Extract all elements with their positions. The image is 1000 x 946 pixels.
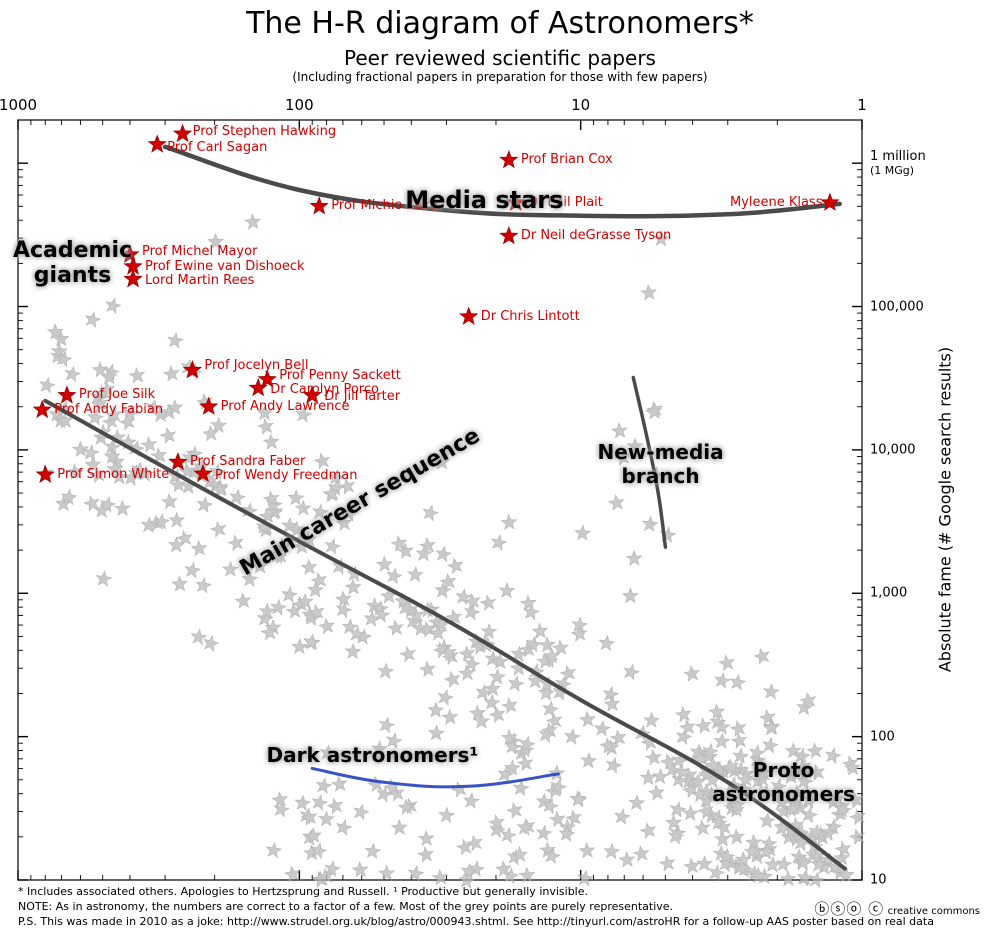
named-label: Prof Stephen Hawking: [193, 124, 337, 139]
star-prof-michio-kaku: [311, 197, 328, 213]
footnote-3: P.S. This was made in 2010 as a joke: ht…: [18, 915, 934, 928]
cc-text: creative commons: [888, 906, 980, 917]
named-label: Prof Joe Silk: [79, 387, 155, 402]
star-prof-simon-white: [37, 466, 54, 482]
star-prof-brian-cox: [500, 151, 517, 167]
named-stars: [34, 125, 839, 482]
named-label: Prof Wendy Freedman: [215, 468, 357, 483]
named-label: Dr Chris Lintott: [481, 309, 580, 324]
named-label: Lord Martin Rees: [145, 273, 254, 288]
y-tick-label: 1,000: [870, 586, 907, 601]
named-label: Prof Ewine van Dishoeck: [145, 259, 304, 274]
region-proto-astronomers: Protoastronomers: [712, 758, 855, 806]
footnote-2: NOTE: As in astronomy, the numbers are c…: [18, 900, 673, 913]
named-label: Prof Andy Lawrence: [221, 399, 350, 414]
cc-icons: ⓑⓢⓞ ⓒ: [814, 900, 884, 918]
named-label: Prof Carl Sagan: [167, 140, 267, 155]
named-label: Prof Michel Mayor: [142, 244, 257, 259]
star-dr-neil-degrasse-tyson: [500, 227, 517, 243]
star-prof-carl-sagan: [149, 136, 166, 152]
x-tick-label: 1: [857, 96, 867, 114]
named-label: Prof Andy Fabian: [54, 402, 163, 417]
y-tick-label: 10,000: [870, 442, 916, 457]
star-dr-chris-lintott: [460, 308, 477, 324]
star-prof-stephen-hawking: [174, 125, 191, 141]
y-tick-label: 1 million(1 MGg): [870, 149, 926, 177]
chart-root: The H-R diagram of Astronomers* Peer rev…: [0, 0, 1000, 946]
x-tick-label: 10: [571, 96, 590, 114]
star-prof-joe-silk: [58, 386, 75, 402]
region-dark-astronomers: Dark astronomers¹: [267, 743, 479, 767]
region-new-media-branch: New-mediabranch: [597, 440, 723, 488]
y-tick-label: 100,000: [870, 299, 924, 314]
region-media-stars: Media stars: [405, 186, 563, 214]
license-badge: ⓑⓢⓞ ⓒ creative commons: [814, 898, 980, 919]
named-label: Myleene Klass: [730, 195, 823, 210]
y-tick-label: 10: [870, 873, 887, 888]
named-label: Prof Brian Cox: [521, 152, 613, 167]
x-tick-label: 1000: [0, 96, 37, 114]
y-axis-label: Absolute fame (# Google search results): [936, 310, 955, 710]
x-tick-label: 100: [285, 96, 314, 114]
named-label: Prof Simon White: [57, 467, 169, 482]
region-academic-giants: Academicgiants: [13, 238, 132, 288]
named-label: Dr Neil deGrasse Tyson: [521, 228, 671, 243]
y-tick-label: 100: [870, 729, 895, 744]
footnote-1: * Includes associated others. Apologies …: [18, 885, 588, 898]
